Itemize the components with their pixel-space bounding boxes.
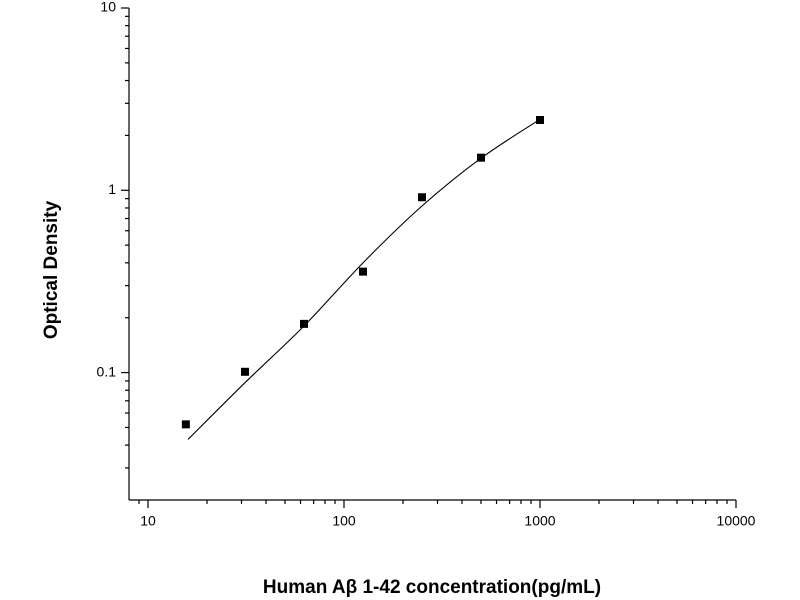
y-tick-label: 10 [100,0,116,15]
data-point [358,267,367,276]
y-axis-title: Optical Density [41,200,62,339]
fit-curve [187,118,541,440]
x-tick-label: 1000 [524,513,555,529]
data-point [417,193,426,202]
y-tick-label: 1 [108,181,116,197]
data-point [476,153,485,162]
data-point [181,420,190,429]
data-point [535,115,544,124]
data-point [240,367,249,376]
y-tick-label: 0.1 [97,363,117,379]
x-tick-label: 10000 [717,513,756,529]
x-tick-label: 100 [332,513,356,529]
x-tick-label: 10 [140,513,156,529]
x-axis-title: Human Aβ 1-42 concentration(pg/mL) [263,577,601,598]
data-point [299,319,308,328]
